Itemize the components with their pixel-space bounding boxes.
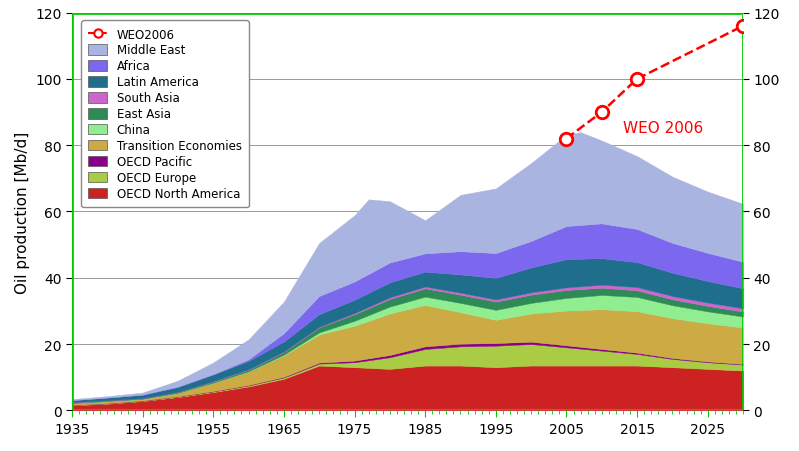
- Legend: WEO2006, Middle East, Africa, Latin America, South Asia, East Asia, China, Trans: WEO2006, Middle East, Africa, Latin Amer…: [81, 21, 248, 207]
- Text: WEO 2006: WEO 2006: [623, 120, 703, 136]
- Y-axis label: Oil production [Mb/d]: Oil production [Mb/d]: [14, 131, 30, 293]
